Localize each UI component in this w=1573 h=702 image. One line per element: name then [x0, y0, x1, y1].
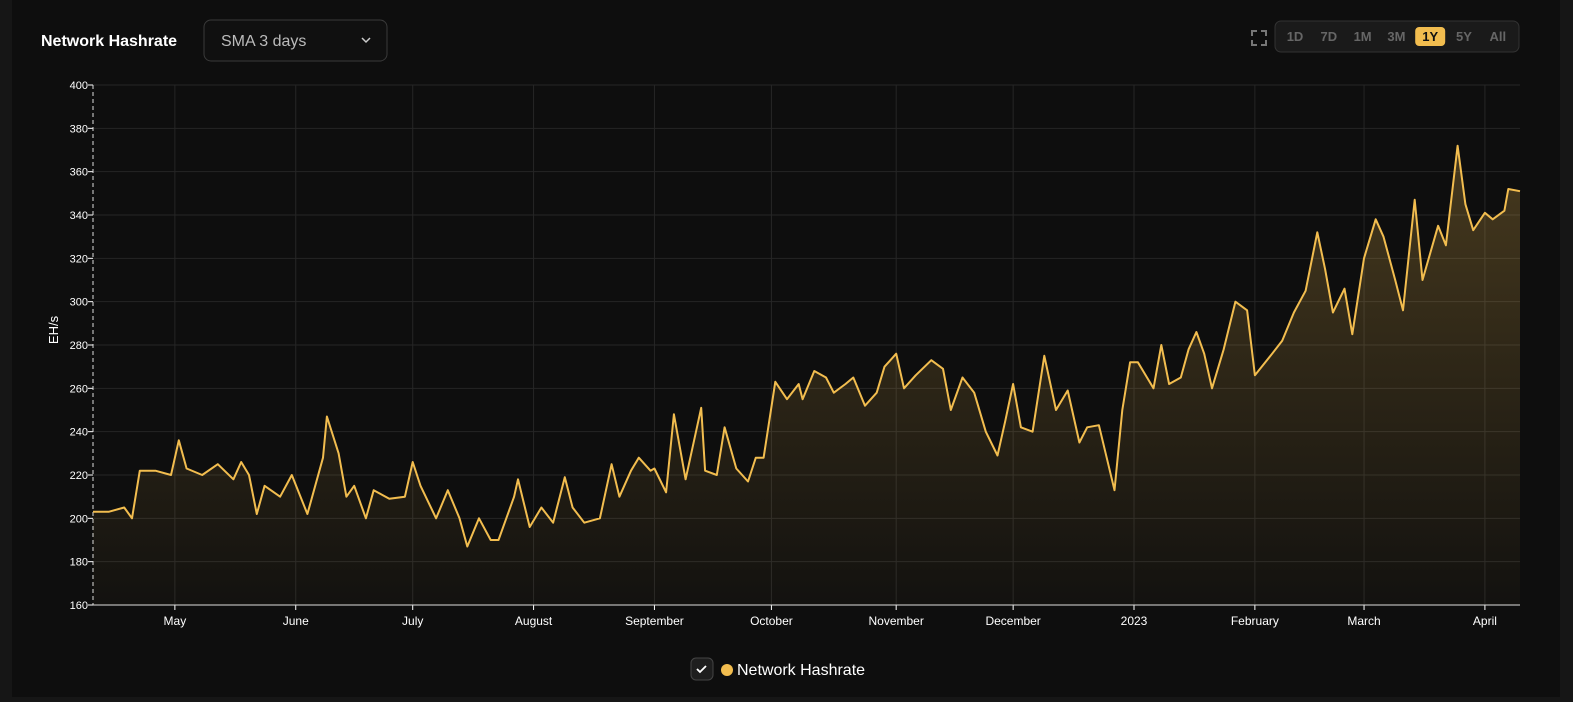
x-tick-label: May — [164, 614, 187, 628]
dropdown-label: SMA 3 days — [221, 33, 306, 50]
line — [93, 144, 1521, 548]
y-tick-label: 320 — [70, 253, 88, 265]
x-tick-label: October — [750, 614, 793, 628]
range-label: 7D — [1320, 29, 1337, 44]
range-label: 1D — [1287, 29, 1304, 44]
x-tick-label: June — [283, 614, 309, 628]
fullscreen-button[interactable] — [1251, 30, 1267, 46]
range-label: 3M — [1387, 29, 1405, 44]
x-tick-label: February — [1231, 614, 1279, 628]
y-tick-label: 340 — [70, 210, 88, 222]
y-tick-label: 220 — [70, 470, 88, 482]
range-button-active[interactable] — [1415, 27, 1446, 46]
x-tick-label: March — [1347, 614, 1380, 628]
y-tick-label: 400 — [70, 80, 88, 92]
x-tick-label: December — [985, 614, 1040, 628]
y-tick-label: 200 — [70, 513, 88, 525]
legend-swatch — [721, 664, 733, 676]
range-label: 1Y — [1422, 29, 1438, 44]
dropdown-chevron — [361, 37, 371, 44]
y-tick-label: 160 — [70, 600, 88, 612]
range-group — [1274, 20, 1520, 53]
y-tick-label: 240 — [70, 427, 88, 439]
range-label: 5Y — [1456, 29, 1472, 44]
y-tick-label: 300 — [70, 297, 88, 309]
check-icon — [696, 665, 707, 674]
x-tick-label: September — [625, 614, 684, 628]
x-tick-label: April — [1473, 614, 1497, 628]
y-axis-label: EH/s — [46, 315, 61, 344]
area — [93, 145, 1520, 605]
y-tick-label: 360 — [70, 167, 88, 179]
legend-label: Network Hashrate — [737, 662, 865, 679]
x-tick-label: 2023 — [1121, 614, 1148, 628]
x-tick-label: November — [868, 614, 923, 628]
x-tick-label: July — [402, 614, 423, 628]
y-tick-label: 180 — [70, 557, 88, 569]
range-label: 1M — [1354, 29, 1372, 44]
y-tick-label: 380 — [70, 123, 88, 135]
range-label: All — [1489, 29, 1506, 44]
sma-dropdown[interactable] — [203, 19, 388, 62]
y-tick-label: 260 — [70, 383, 88, 395]
widget-title: Network Hashrate — [41, 33, 177, 50]
y-tick-label: 280 — [70, 340, 88, 352]
x-tick-label: August — [515, 614, 553, 628]
